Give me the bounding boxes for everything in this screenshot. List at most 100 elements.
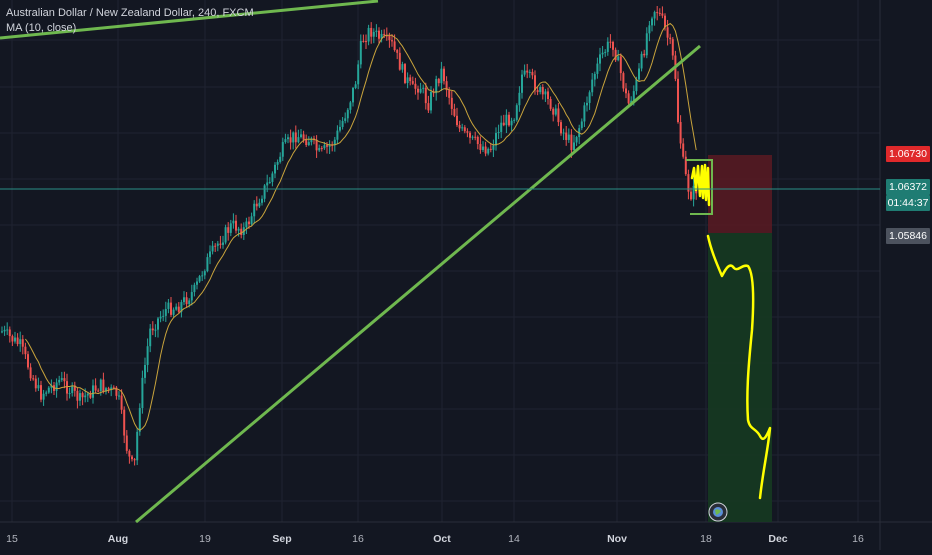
candle-body bbox=[380, 33, 383, 39]
candle-body bbox=[14, 337, 16, 342]
candle-body bbox=[552, 108, 555, 115]
replay-icon-land bbox=[715, 509, 721, 515]
support-trendline[interactable] bbox=[135, 44, 701, 524]
candle-body bbox=[453, 108, 456, 116]
candle-body bbox=[440, 68, 443, 84]
candle-body bbox=[63, 378, 66, 382]
candle-body bbox=[661, 13, 664, 16]
candle-body bbox=[214, 245, 217, 247]
range-box[interactable] bbox=[686, 159, 713, 215]
candle-body bbox=[34, 378, 37, 389]
candle-body bbox=[268, 181, 271, 183]
candle-body bbox=[240, 228, 243, 236]
candle-body bbox=[383, 33, 386, 36]
candle-body bbox=[570, 134, 573, 151]
candle-body bbox=[547, 91, 549, 99]
candle-body bbox=[201, 275, 204, 277]
time-axis[interactable]: 15 Aug 19 Sep 16 Oct 14 Nov 18 Dec 16 bbox=[6, 533, 864, 545]
candle-body bbox=[630, 100, 633, 104]
candle-body bbox=[328, 144, 331, 147]
candle-body bbox=[263, 185, 266, 199]
candle-body bbox=[307, 142, 310, 146]
candle-body bbox=[99, 379, 102, 391]
candle-body bbox=[656, 12, 659, 14]
candle-body bbox=[50, 385, 53, 388]
candle-body bbox=[411, 81, 414, 84]
candle-body bbox=[365, 41, 367, 43]
candle-body bbox=[690, 191, 692, 200]
candle-body bbox=[682, 143, 685, 157]
candle-body bbox=[115, 387, 118, 396]
candle-body bbox=[609, 41, 612, 43]
candle-body bbox=[216, 243, 219, 246]
candle-body bbox=[276, 161, 279, 165]
candle-body bbox=[521, 74, 523, 93]
candle-body bbox=[326, 145, 328, 147]
candle-body bbox=[396, 50, 399, 53]
candle-body bbox=[287, 137, 289, 140]
time-axis-tick: Nov bbox=[607, 533, 627, 545]
candle-body bbox=[596, 63, 599, 74]
candle-body bbox=[565, 132, 568, 140]
candle-body bbox=[684, 156, 687, 175]
candle-body bbox=[232, 220, 235, 224]
candle-body bbox=[323, 145, 326, 149]
candle-body bbox=[461, 127, 464, 129]
candle-body bbox=[385, 35, 388, 37]
candle-body bbox=[391, 40, 393, 42]
candle-body bbox=[32, 378, 35, 380]
stop-loss-zone[interactable] bbox=[708, 155, 772, 233]
candle-body bbox=[133, 459, 136, 461]
candle-body bbox=[60, 378, 63, 380]
candle-body bbox=[297, 137, 300, 143]
replay-icon[interactable] bbox=[708, 502, 728, 522]
candle-body bbox=[482, 146, 484, 150]
time-axis-tick: Oct bbox=[433, 533, 451, 545]
candle-body bbox=[612, 41, 614, 50]
candle-body bbox=[575, 137, 578, 143]
candle-body bbox=[136, 431, 139, 461]
candle-body bbox=[591, 79, 594, 93]
candle-body bbox=[414, 83, 417, 89]
candle-body bbox=[645, 33, 648, 56]
candle-body bbox=[144, 364, 146, 378]
candle-body bbox=[627, 93, 630, 104]
trendlines[interactable] bbox=[0, 0, 713, 524]
candle-body bbox=[648, 25, 651, 34]
candle-body bbox=[193, 284, 196, 293]
candle-body bbox=[305, 139, 308, 146]
candle-body bbox=[632, 91, 635, 101]
indicator-label[interactable]: MA (10, close) bbox=[6, 22, 77, 34]
moving-average-line bbox=[24, 22, 697, 431]
candle-body bbox=[224, 227, 227, 243]
candle-body bbox=[341, 120, 344, 127]
candle-body bbox=[167, 302, 170, 309]
stop-loss-price-tag: 1.06730 bbox=[886, 146, 930, 162]
candle-body bbox=[528, 71, 531, 73]
candle-body bbox=[105, 388, 107, 392]
symbol-title[interactable]: Australian Dollar / New Zealand Dollar, … bbox=[6, 7, 254, 19]
candle-body bbox=[510, 120, 513, 126]
candle-body bbox=[508, 114, 510, 126]
candle-body bbox=[593, 73, 596, 80]
candle-body bbox=[162, 315, 165, 317]
candle-body bbox=[640, 53, 643, 69]
candle-body bbox=[456, 115, 458, 126]
candle-body bbox=[164, 308, 167, 316]
candle-body bbox=[118, 395, 120, 397]
candle-body bbox=[19, 339, 22, 345]
candle-body bbox=[266, 182, 269, 186]
upper-trendline[interactable] bbox=[0, 0, 379, 40]
candle-body bbox=[284, 139, 287, 143]
time-axis-tick: 19 bbox=[199, 533, 211, 545]
candle-body bbox=[188, 300, 191, 305]
take-profit-zone[interactable] bbox=[708, 233, 772, 522]
candle-body bbox=[235, 220, 237, 231]
candle-body bbox=[198, 276, 201, 282]
candle-body bbox=[513, 119, 516, 121]
candle-body bbox=[544, 91, 547, 95]
candle-body bbox=[430, 91, 432, 111]
candle-body bbox=[227, 227, 230, 233]
